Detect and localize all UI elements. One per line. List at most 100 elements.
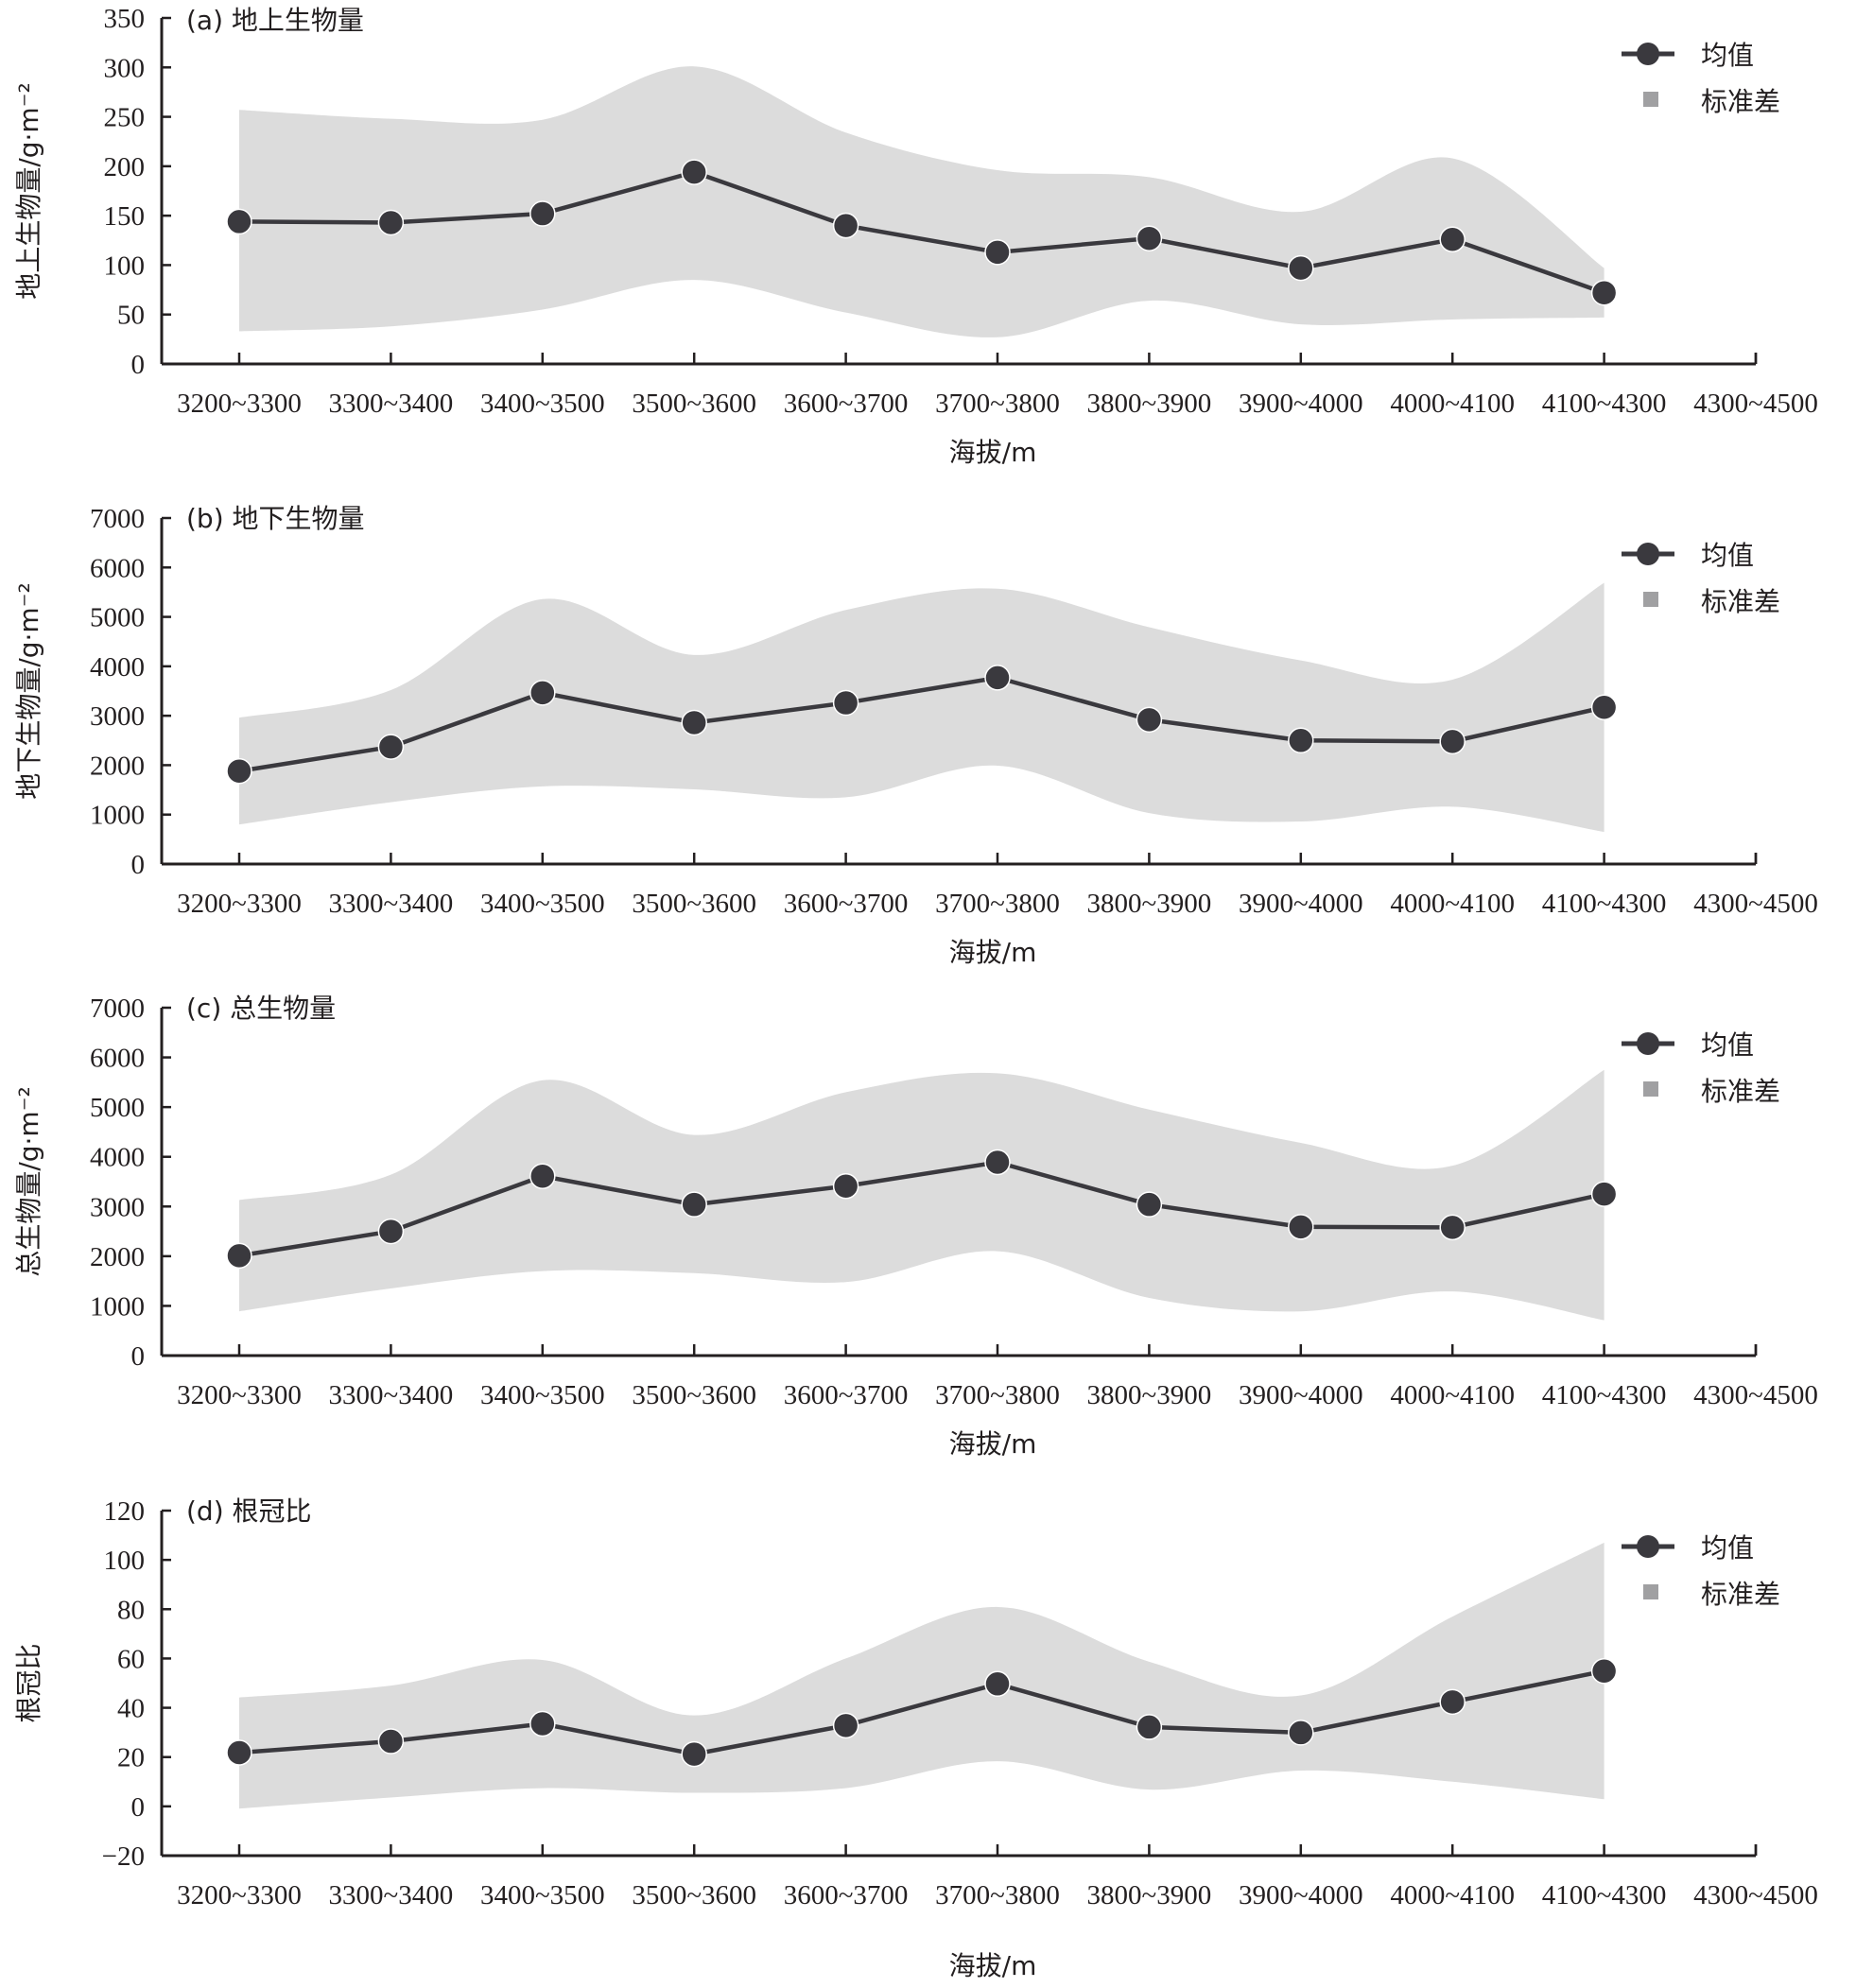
- x-tick-label: 3300~3400: [329, 1380, 454, 1410]
- y-tick-label: 0: [131, 1792, 146, 1823]
- y-tick-label: 0: [131, 1341, 146, 1372]
- y-tick-label: 4000: [90, 1143, 145, 1173]
- x-tick-label: 3800~3900: [1087, 1880, 1212, 1910]
- legend-sd-label: 标准差: [1701, 1076, 1780, 1107]
- mean-point: [832, 1172, 859, 1200]
- mean-point: [681, 1191, 707, 1218]
- mean-point: [1288, 254, 1314, 282]
- mean-point: [529, 200, 556, 227]
- legend-sd-swatch-icon: [1643, 92, 1658, 107]
- y-tick-label: 7000: [90, 504, 145, 534]
- y-tick-label: 6000: [90, 553, 145, 583]
- x-tick-label: 3900~4000: [1239, 889, 1363, 919]
- x-axis-title: 海拔/m: [949, 437, 1037, 468]
- panel-title: (c) 总生物量: [186, 993, 336, 1024]
- panel-title: (b) 地下生物量: [186, 503, 365, 534]
- y-tick-label: 40: [117, 1694, 145, 1724]
- y-tick-label: 300: [104, 53, 146, 83]
- mean-point: [377, 1728, 405, 1755]
- y-axis-title: 总生物量/g·m⁻²: [13, 1086, 44, 1276]
- x-tick-label: 4000~4100: [1390, 389, 1515, 419]
- mean-point: [832, 1712, 859, 1739]
- y-tick-label: 1000: [90, 1291, 145, 1322]
- mean-point: [984, 665, 1011, 691]
- y-tick-label: 50: [117, 301, 145, 331]
- x-tick-label: 3200~3300: [177, 889, 302, 919]
- sd-band: [239, 582, 1604, 833]
- x-tick-label: 3800~3900: [1087, 1380, 1212, 1410]
- y-tick-label: 20: [117, 1743, 145, 1773]
- x-axis-title: 海拔/m: [949, 937, 1037, 968]
- legend-mean-dot-icon: [1637, 43, 1659, 65]
- x-tick-label: 3200~3300: [177, 1380, 302, 1410]
- mean-point: [377, 1218, 405, 1245]
- y-axis-title: 地上生物量/g·m⁻²: [13, 82, 44, 299]
- legend-mean-label: 均值: [1701, 40, 1754, 71]
- x-tick-label: 4000~4100: [1390, 889, 1515, 919]
- mean-point: [1288, 1720, 1314, 1746]
- x-tick-label: 3300~3400: [329, 889, 454, 919]
- y-tick-label: −20: [102, 1841, 145, 1872]
- panel-title: (d) 根冠比: [186, 1495, 312, 1527]
- y-axis-title: 地下生物量/g·m⁻²: [13, 582, 44, 799]
- legend-sd-swatch-icon: [1643, 1584, 1658, 1599]
- y-tick-label: 150: [104, 201, 146, 232]
- mean-point: [377, 209, 405, 236]
- x-tick-label: 4000~4100: [1390, 1880, 1515, 1910]
- x-tick-label: 4100~4300: [1542, 1880, 1667, 1910]
- panel-c: 0 1000 2000 3000 4000 5000 6000 7000 3200~3300 33…: [13, 993, 1818, 1460]
- mean-point: [1136, 225, 1163, 251]
- sd-band: [239, 1069, 1604, 1321]
- legend-mean-dot-icon: [1637, 1535, 1659, 1558]
- x-tick-label: 3300~3400: [329, 1880, 454, 1910]
- y-tick-label: 350: [104, 4, 146, 34]
- mean-point: [1439, 226, 1466, 252]
- legend-sd-label: 标准差: [1701, 86, 1780, 117]
- mean-point: [529, 1710, 556, 1737]
- y-tick-label: 6000: [90, 1044, 145, 1074]
- mean-line: [238, 1160, 1605, 1258]
- x-tick-label: 3600~3700: [784, 389, 909, 419]
- x-tick-label: 3700~3800: [935, 1380, 1060, 1410]
- x-tick-label: 3200~3300: [177, 389, 302, 419]
- legend-sd-label: 标准差: [1701, 1579, 1780, 1610]
- mean-point: [226, 1242, 252, 1270]
- x-tick-label: 4300~4500: [1693, 889, 1818, 919]
- x-tick-label: 3200~3300: [177, 1880, 302, 1910]
- mean-point: [1136, 1714, 1163, 1740]
- x-tick-label: 3800~3900: [1087, 389, 1212, 419]
- y-tick-label: 0: [131, 350, 146, 380]
- x-tick-label: 3900~4000: [1239, 389, 1363, 419]
- legend-mean-dot-icon: [1637, 543, 1659, 565]
- panel-d: −20 0 20 40 60 80 100 120 3200~3300 3300~3400 3400…: [13, 1495, 1818, 1981]
- mean-point: [832, 212, 859, 239]
- mean-point: [832, 689, 859, 717]
- x-tick-label: 4100~4300: [1542, 1380, 1667, 1410]
- x-tick-label: 4100~4300: [1542, 389, 1667, 419]
- y-tick-label: 5000: [90, 1093, 145, 1123]
- x-tick-label: 4300~4500: [1693, 1880, 1818, 1910]
- mean-point: [681, 709, 707, 736]
- x-tick-label: 3700~3800: [935, 889, 1060, 919]
- mean-line: [238, 675, 1605, 773]
- x-tick-label: 3500~3600: [632, 889, 756, 919]
- y-tick-label: 5000: [90, 603, 145, 633]
- y-tick-label: 3000: [90, 1192, 145, 1222]
- x-tick-label: 3700~3800: [935, 1880, 1060, 1910]
- y-tick-label: 100: [104, 251, 146, 281]
- mean-point: [681, 1740, 707, 1768]
- x-tick-label: 3900~4000: [1239, 1880, 1363, 1910]
- y-tick-label: 2000: [90, 1242, 145, 1272]
- mean-point: [984, 1670, 1011, 1698]
- x-tick-label: 3700~3800: [935, 389, 1060, 419]
- mean-point: [529, 680, 556, 706]
- mean-point: [681, 159, 707, 185]
- x-tick-label: 3600~3700: [784, 1380, 909, 1410]
- x-tick-label: 4300~4500: [1693, 1380, 1818, 1410]
- mean-point: [1590, 1181, 1618, 1207]
- x-tick-label: 3400~3500: [480, 389, 605, 419]
- mean-line: [238, 169, 1605, 295]
- mean-point: [529, 1163, 556, 1189]
- mean-line: [238, 1668, 1605, 1756]
- y-tick-label: 100: [104, 1546, 146, 1576]
